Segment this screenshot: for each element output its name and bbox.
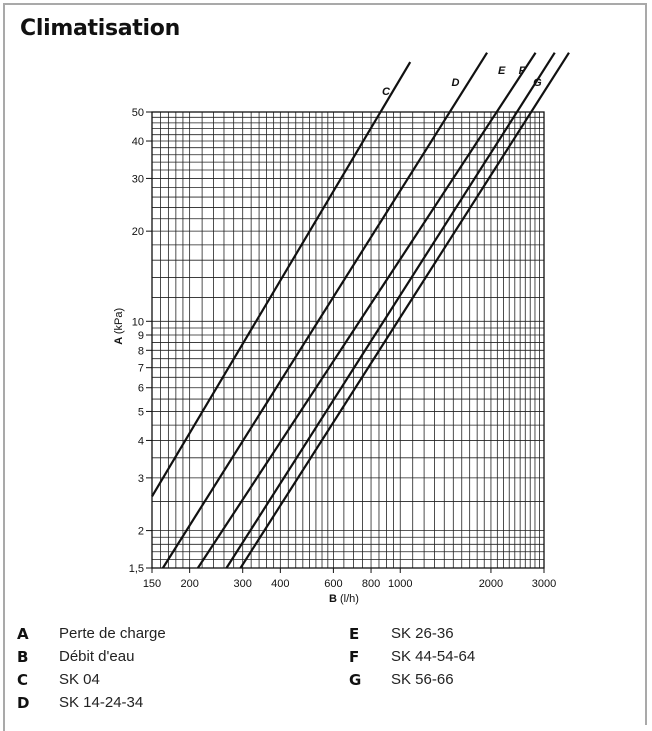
y-tick-label: 6: [138, 383, 144, 395]
x-tick-label: 2000: [479, 578, 503, 590]
y-tick-label: 7: [138, 363, 144, 375]
legend-key: E: [349, 625, 360, 643]
x-tick-label: 300: [234, 578, 252, 590]
y-tick-label: 9: [138, 330, 144, 342]
x-axis-label: B (l/h): [329, 593, 359, 605]
frame-bottom-edge: [3, 690, 5, 731]
series-label-c: C: [382, 86, 391, 98]
page-title: Climatisation: [20, 16, 180, 41]
legend-label: SK 14-24-34: [59, 694, 144, 711]
legend-key: B: [17, 648, 29, 666]
x-tick-label: 1000: [388, 578, 412, 590]
legend-label: SK 44-54-64: [391, 648, 476, 665]
series-line-e: [196, 52, 537, 569]
legend-key: C: [17, 671, 29, 689]
series-label-f: F: [519, 65, 526, 77]
series-label-e: E: [498, 65, 506, 77]
figure-frame: [3, 3, 647, 725]
series-line-f: [225, 52, 556, 569]
y-tick-label: 40: [132, 136, 144, 148]
legend-key: D: [17, 694, 30, 712]
legend-key: F: [349, 648, 360, 666]
y-tick-label: 10: [132, 316, 144, 328]
legend-key: G: [349, 671, 362, 689]
pressure-drop-chart: 1,5 2 3 4 5 6 7 8 9 10 20 30 40 50 150 200 300 400 600 800 1…: [113, 52, 570, 605]
series-line-d: [161, 52, 488, 569]
x-tick-label: 200: [180, 578, 198, 590]
x-tick-label: 600: [324, 578, 342, 590]
y-tick-label: 20: [132, 226, 144, 238]
x-tick-label: 800: [362, 578, 380, 590]
y-tick-label: 3: [138, 473, 144, 485]
y-tick-label: 2: [138, 526, 144, 538]
y-tick-label: 4: [138, 435, 144, 447]
legend-label: Perte de charge: [59, 625, 166, 642]
legend-label: SK 26-36: [391, 625, 454, 642]
x-tick-label: 150: [143, 578, 161, 590]
x-tick-label: 3000: [532, 578, 556, 590]
series-line-c: [151, 61, 412, 498]
plot-border: [151, 111, 545, 569]
y-axis-label: A (kPa): [113, 308, 125, 345]
y-tick-label: 30: [132, 173, 144, 185]
y-tick-label: 5: [138, 406, 144, 418]
series-line-g: [239, 52, 570, 569]
series-label-d: D: [452, 77, 460, 89]
y-tick-label: 50: [132, 107, 144, 119]
x-tick-label: 400: [271, 578, 289, 590]
series-label-g: G: [533, 77, 542, 89]
legend-label: SK 04: [59, 671, 100, 688]
y-tick-label: 8: [138, 345, 144, 357]
legend-label: Débit d'eau: [59, 648, 135, 665]
y-tick-label: 1,5: [129, 563, 144, 575]
legend-label: SK 56-66: [391, 671, 454, 688]
legend-key: A: [17, 625, 29, 643]
